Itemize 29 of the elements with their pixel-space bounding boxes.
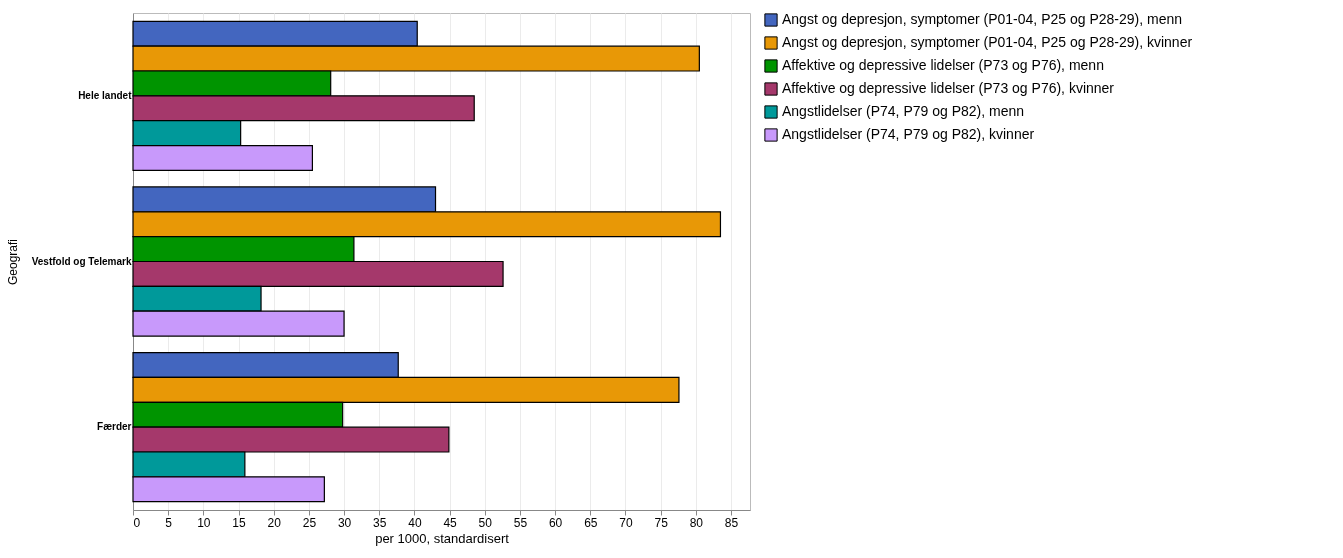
y-axis-title: Geografi bbox=[5, 238, 20, 286]
legend-label: Angstlidelser (P74, P79 og P82), menn bbox=[782, 103, 1025, 119]
x-tick-label: 60 bbox=[548, 515, 563, 530]
x-tick-label: 80 bbox=[689, 515, 704, 530]
x-tick-label: 70 bbox=[619, 515, 633, 530]
y-tick-label: Vestfold og Telemark bbox=[31, 255, 132, 267]
x-tick-label: 50 bbox=[478, 515, 493, 530]
x-tick-label: 40 bbox=[408, 515, 422, 530]
x-tick-label: 30 bbox=[337, 515, 352, 530]
legend-label: Angstlidelser (P74, P79 og P82), kvinner bbox=[782, 126, 1035, 142]
x-tick-label: 35 bbox=[373, 515, 387, 530]
y-tick-label: Færder bbox=[97, 421, 132, 433]
legend-label: Angst og depresjon, symptomer (P01-04, P25 og P28-29), kvinner bbox=[782, 34, 1193, 50]
legend-label: Angst og depresjon, symptomer (P01-04, P25 og P28-29), menn bbox=[782, 11, 1182, 27]
legend-label: Affektive og depressive lidelser (P73 og P76), menn bbox=[782, 57, 1104, 73]
x-tick-label: 55 bbox=[513, 515, 528, 530]
x-tick-label: 25 bbox=[302, 515, 317, 530]
x-tick-label: 0 bbox=[133, 515, 141, 530]
x-tick-label: 20 bbox=[267, 515, 282, 530]
x-axis-title: per 1000, standardisert bbox=[375, 530, 510, 546]
x-tick-label: 15 bbox=[232, 515, 247, 530]
legend-label: Affektive og depressive lidelser (P73 og P76), kvinner bbox=[782, 80, 1115, 96]
x-tick-label: 65 bbox=[584, 515, 598, 530]
x-tick-label: 10 bbox=[197, 515, 211, 530]
y-tick-label: Hele landet bbox=[78, 89, 133, 101]
x-tick-label: 5 bbox=[165, 515, 173, 530]
x-tick-label: 85 bbox=[724, 515, 739, 530]
x-tick-label: 45 bbox=[443, 515, 458, 530]
x-tick-label: 75 bbox=[654, 515, 669, 530]
